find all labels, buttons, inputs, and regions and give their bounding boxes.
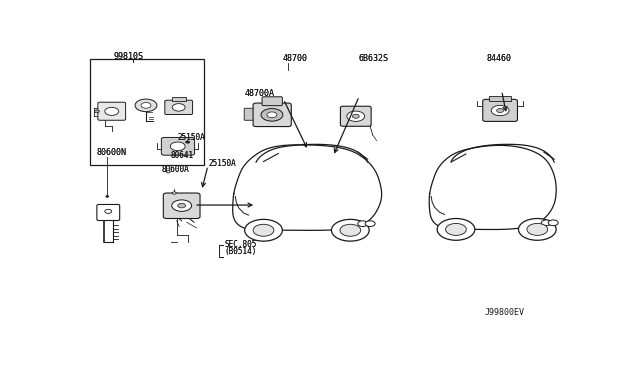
Circle shape — [332, 219, 369, 241]
Text: 25150A: 25150A — [178, 133, 205, 142]
Circle shape — [135, 99, 157, 112]
Text: 25150A: 25150A — [178, 133, 205, 142]
FancyBboxPatch shape — [163, 193, 200, 218]
Circle shape — [541, 220, 551, 226]
Circle shape — [365, 221, 375, 227]
FancyBboxPatch shape — [483, 99, 518, 121]
Circle shape — [178, 203, 186, 208]
Text: (B0514): (B0514) — [225, 247, 257, 256]
Text: 80600N: 80600N — [97, 148, 126, 157]
Text: 48700A: 48700A — [244, 90, 275, 99]
Text: 80600A: 80600A — [162, 165, 189, 174]
Circle shape — [548, 220, 558, 226]
Circle shape — [106, 196, 109, 197]
Text: 48700: 48700 — [282, 54, 307, 63]
Text: 99810S: 99810S — [114, 52, 144, 61]
Text: 6B632S: 6B632S — [359, 54, 388, 63]
Circle shape — [261, 109, 283, 121]
Circle shape — [437, 218, 475, 240]
Circle shape — [170, 142, 185, 151]
Text: 25150A: 25150A — [208, 159, 236, 168]
Text: J99800EV: J99800EV — [484, 308, 524, 317]
Circle shape — [445, 224, 467, 235]
Circle shape — [141, 103, 151, 108]
FancyBboxPatch shape — [97, 205, 120, 221]
Bar — [172, 97, 186, 101]
Text: 48700: 48700 — [282, 54, 307, 63]
Circle shape — [186, 141, 189, 143]
FancyBboxPatch shape — [253, 103, 291, 126]
Text: 99810S: 99810S — [114, 52, 144, 61]
Circle shape — [105, 108, 118, 115]
Circle shape — [518, 218, 556, 240]
Circle shape — [497, 109, 504, 112]
Bar — [489, 96, 511, 101]
Circle shape — [172, 192, 176, 194]
Text: 80641: 80641 — [170, 151, 193, 160]
Circle shape — [244, 219, 282, 241]
Circle shape — [352, 114, 359, 118]
FancyBboxPatch shape — [340, 106, 371, 126]
FancyBboxPatch shape — [165, 100, 193, 115]
FancyBboxPatch shape — [98, 102, 125, 120]
Text: 80600N: 80600N — [97, 148, 126, 157]
Text: 25150A: 25150A — [208, 159, 236, 168]
Circle shape — [166, 171, 170, 173]
Circle shape — [358, 221, 367, 227]
Circle shape — [172, 200, 191, 211]
Circle shape — [253, 224, 274, 236]
Text: SEC.805: SEC.805 — [225, 240, 257, 250]
FancyBboxPatch shape — [161, 137, 195, 155]
Text: SEC.805: SEC.805 — [225, 240, 257, 250]
Text: (B0514): (B0514) — [225, 247, 257, 256]
Text: 84460: 84460 — [486, 54, 512, 63]
FancyBboxPatch shape — [262, 97, 282, 106]
Circle shape — [491, 105, 509, 116]
Circle shape — [340, 224, 361, 236]
Circle shape — [527, 224, 548, 235]
Circle shape — [267, 112, 277, 118]
FancyBboxPatch shape — [244, 108, 257, 120]
Circle shape — [94, 110, 99, 113]
Circle shape — [105, 209, 112, 214]
Text: 80641: 80641 — [170, 151, 193, 160]
Text: 84460: 84460 — [486, 54, 512, 63]
Text: 80600A: 80600A — [162, 165, 189, 174]
Bar — [90, 59, 204, 165]
Circle shape — [347, 111, 365, 121]
Text: 6B632S: 6B632S — [359, 54, 388, 63]
Text: 48700A: 48700A — [244, 90, 275, 99]
Circle shape — [172, 104, 185, 111]
